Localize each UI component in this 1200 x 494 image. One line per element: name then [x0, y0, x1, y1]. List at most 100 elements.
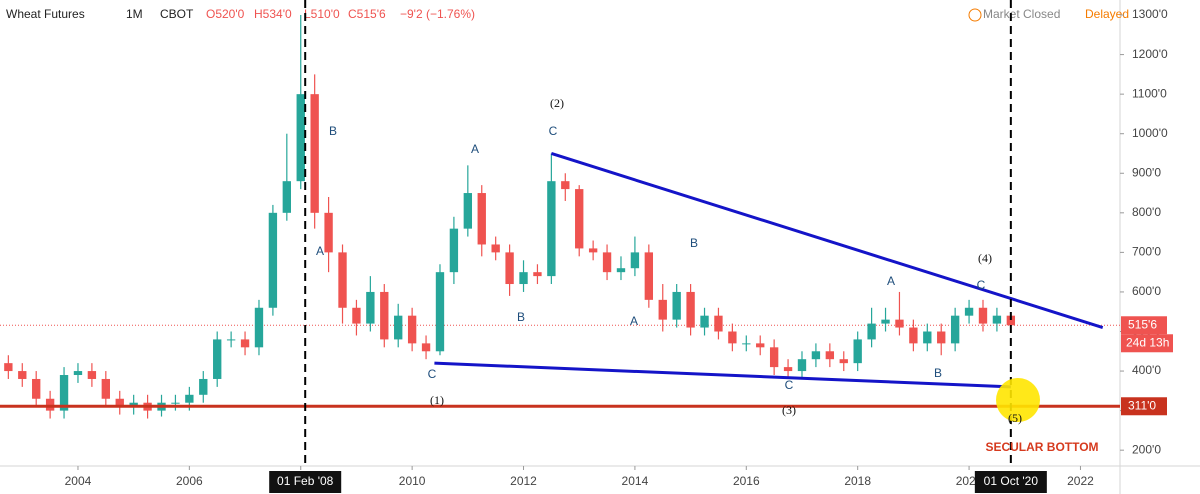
candle-body: [324, 212, 333, 253]
candle-body: [700, 315, 709, 328]
candle-body: [59, 375, 69, 411]
candle-body: [602, 252, 612, 273]
annotation: (3): [782, 403, 796, 417]
annotation: A: [887, 274, 895, 288]
candle-body: [254, 307, 264, 348]
annotation: B: [517, 310, 525, 324]
x-tick-label: 2004: [65, 474, 92, 488]
x-tick-label: 2012: [510, 474, 537, 488]
candle-body: [18, 371, 27, 379]
candle-body: [825, 351, 835, 360]
ohlc-value: O520'0: [206, 7, 245, 21]
candle-body: [867, 323, 876, 340]
price-tag-label: 311'0: [1128, 398, 1156, 412]
price-tag-label: 515'6: [1128, 317, 1157, 331]
candle-body: [714, 315, 723, 332]
candle-body: [575, 189, 584, 249]
candle-body: [978, 307, 988, 324]
candle-body: [756, 343, 765, 348]
marker-label: 01 Oct '20: [984, 474, 1039, 488]
candle-body: [394, 315, 403, 340]
candle-body: [588, 248, 598, 253]
countdown-box: [1121, 334, 1173, 353]
annotation: A: [471, 142, 479, 156]
candle-body: [561, 181, 570, 190]
annotation: C: [428, 367, 437, 381]
candle-body: [240, 339, 250, 348]
candle-body: [449, 228, 459, 273]
x-tick-label: 2006: [176, 474, 203, 488]
candle-body: [380, 291, 389, 340]
candle-body: [171, 402, 180, 404]
marker-label-box: [974, 471, 1047, 493]
x-tick-label: 2022: [1067, 474, 1094, 488]
y-tick-label: 200'0: [1132, 442, 1161, 456]
candle-body: [45, 398, 55, 411]
annotation: A: [316, 244, 324, 258]
candle-body: [728, 331, 737, 344]
candle-body: [310, 94, 319, 213]
candle-body: [491, 244, 500, 253]
candle-body: [839, 359, 848, 364]
annotation: C: [977, 278, 986, 292]
y-tick-label: 800'0: [1132, 205, 1161, 219]
candle-body: [352, 307, 361, 324]
trendline: [550, 152, 1104, 329]
candle-body: [797, 359, 807, 372]
candle-body: [519, 272, 528, 285]
candle-body: [853, 339, 862, 364]
candle-body: [296, 94, 305, 182]
y-tick-label: 1100'0: [1132, 86, 1167, 100]
annotation: (2): [550, 96, 564, 110]
ohlc-value: H534'0: [254, 7, 292, 21]
candle-body: [87, 371, 97, 379]
x-tick-label: 2010: [399, 474, 426, 488]
candle-body: [895, 319, 904, 328]
candle-body: [463, 193, 473, 229]
annotation: B: [329, 124, 337, 138]
y-tick-label: 400'0: [1132, 363, 1161, 377]
annotation: (1): [430, 393, 444, 407]
exchange: CBOT: [160, 7, 194, 21]
annotation: B: [934, 366, 942, 380]
candle-body: [268, 212, 278, 308]
symbol: Wheat Futures: [6, 7, 85, 21]
candle-body: [881, 319, 890, 324]
candle-body: [338, 252, 347, 308]
annotation: C: [785, 378, 794, 392]
y-tick-label: 1200'0: [1132, 47, 1168, 61]
candle-body: [199, 378, 208, 395]
y-tick-label: 600'0: [1132, 284, 1161, 298]
candle-body: [129, 402, 138, 407]
candle-body: [992, 315, 1002, 324]
candle-body: [101, 378, 110, 399]
candle-body: [421, 343, 431, 352]
candle-body: [742, 343, 751, 345]
candle-body: [644, 252, 654, 300]
candle-body: [407, 315, 417, 344]
candle-body: [964, 307, 974, 316]
x-tick-label: 2014: [622, 474, 649, 488]
candle-body: [505, 252, 514, 285]
annotation: (4): [978, 251, 992, 265]
candle-body: [366, 291, 375, 324]
feed: Delayed: [1085, 7, 1129, 21]
ohlc-value: L510'0: [304, 7, 340, 21]
status: Market Closed: [983, 7, 1060, 21]
price-tag: [1121, 397, 1167, 416]
candle-body: [4, 363, 13, 372]
candle-body: [909, 327, 918, 344]
x-tick-label: 2016: [733, 474, 760, 488]
y-tick-label: 1000'0: [1132, 126, 1168, 140]
candle-body: [950, 315, 960, 344]
candle-body: [435, 272, 445, 352]
y-tick-label: 700'0: [1132, 245, 1161, 259]
candle-body: [811, 351, 821, 360]
marker-label: 01 Feb '08: [277, 474, 334, 488]
annotation: C: [549, 124, 558, 138]
candle-body: [616, 268, 626, 273]
status-icon: [968, 8, 982, 22]
price-tag: [1121, 316, 1167, 335]
candle-body: [658, 299, 667, 320]
